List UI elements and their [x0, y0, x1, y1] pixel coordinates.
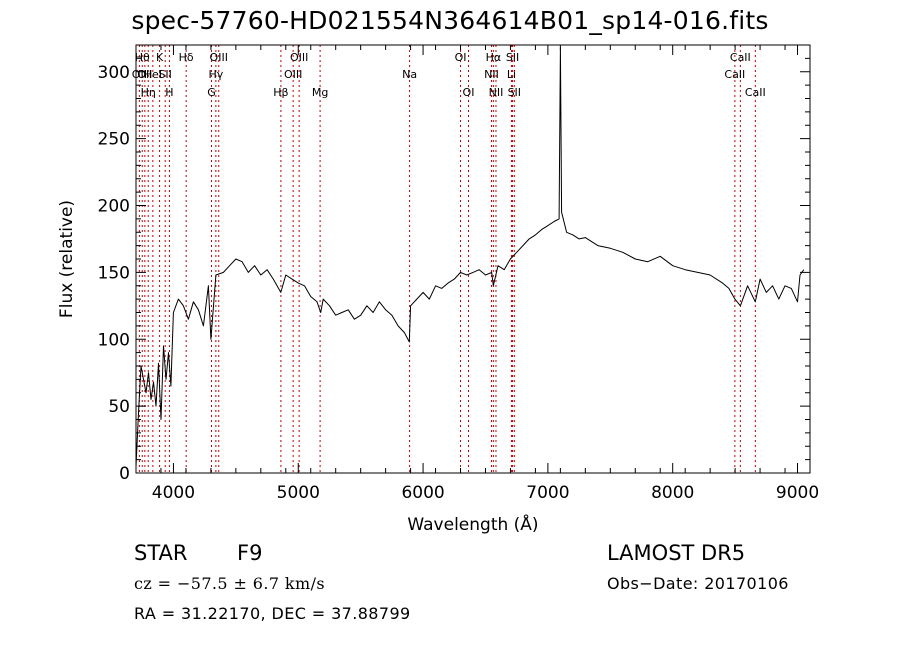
axis-tick-labels: 4000 5000 6000 7000 8000 9000 0 50 100 150 200 250 3… — [98, 63, 820, 503]
spectrum-line-0 — [135, 47, 805, 467]
y-tick-label-1: 50 — [108, 397, 130, 417]
object-class: STAR — [134, 541, 188, 565]
y-tick-label-5: 250 — [98, 130, 130, 150]
series-layer — [135, 47, 805, 467]
y-tick-label-3: 150 — [98, 263, 130, 283]
y-tick-label-4: 200 — [98, 197, 130, 217]
line-marker-label-11: OIII — [210, 51, 228, 64]
line-marker-label-22: Li — [507, 68, 516, 81]
line-marker-label-13: OIII — [284, 68, 302, 81]
line-marker-label-16: Na — [402, 68, 417, 81]
survey-label: LAMOST DR5 — [607, 541, 746, 565]
line-marker-label-14: OIII — [290, 51, 308, 64]
x-tick-label-3: 7000 — [526, 483, 569, 503]
line-marker-label-4: HeI — [144, 68, 162, 81]
line-marker-label-18: OI — [463, 86, 475, 99]
line-marker-label-1: Hθ — [135, 51, 150, 64]
y-tick-label-6: 300 — [98, 63, 130, 83]
coords-text: RA = 31.22170, DEC = 37.88799 — [134, 604, 411, 623]
line-marker-label-21: NII — [489, 86, 504, 99]
line-marker-label-25: CaII — [724, 68, 745, 81]
line-marker-label-12: Hβ — [273, 86, 288, 99]
line-marker-label-15: Mg — [312, 86, 328, 99]
object-subclass: F9 — [237, 541, 263, 565]
line-marker-label-23: SII — [506, 51, 519, 64]
axis-ticks — [135, 45, 811, 474]
line-marker-label-9: G — [207, 86, 216, 99]
chart-title: spec-57760-HD021554N364614B01_sp14-016.f… — [131, 6, 769, 35]
line-marker-labels: OIIHθOIIHηHeIKSIIHHδGHγOIIIHβOIIIOIIIMgN… — [132, 51, 766, 99]
line-marker-label-7: H — [165, 86, 173, 99]
x-tick-label-2: 6000 — [401, 483, 444, 503]
x-axis-label: Wavelength (Å) — [407, 513, 538, 535]
y-axis-label: Flux (relative) — [57, 200, 77, 318]
redshift-text: cz = −57.5 ± 6.7 km/s — [134, 574, 325, 593]
x-tick-label-1: 5000 — [277, 483, 320, 503]
line-marker-label-5: K — [156, 51, 164, 64]
y-tick-label-2: 100 — [98, 330, 130, 350]
line-markers — [138, 45, 756, 473]
line-marker-label-24: SII — [508, 86, 521, 99]
line-marker-label-19: NII — [484, 68, 499, 81]
line-marker-label-20: Hα — [486, 51, 502, 64]
line-marker-label-26: CaII — [730, 51, 751, 64]
x-tick-label-5: 9000 — [776, 483, 819, 503]
line-marker-label-27: CaII — [745, 86, 766, 99]
line-marker-label-8: Hδ — [179, 51, 194, 64]
y-tick-label-0: 0 — [119, 464, 130, 484]
obs-date-text: Obs−Date: 20170106 — [607, 574, 789, 593]
line-marker-label-6: SII — [158, 68, 171, 81]
line-marker-label-3: Hη — [141, 86, 156, 99]
x-tick-label-4: 8000 — [651, 483, 694, 503]
line-marker-label-10: Hγ — [208, 68, 223, 81]
line-marker-label-17: OI — [455, 51, 467, 64]
x-tick-label-0: 4000 — [152, 483, 195, 503]
